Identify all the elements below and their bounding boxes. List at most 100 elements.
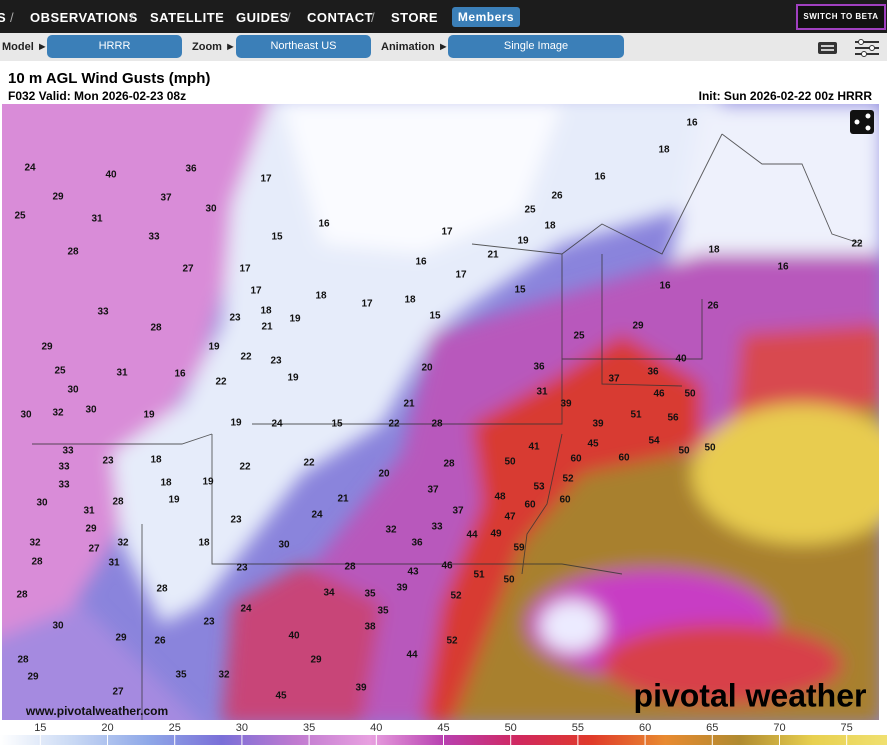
gust-label: 17 — [250, 286, 262, 297]
gust-label: 19 — [202, 477, 214, 488]
gust-label: 15 — [514, 285, 526, 296]
gust-label: 15 — [271, 232, 283, 243]
gust-label: 16 — [415, 257, 427, 268]
gust-label: 32 — [29, 538, 41, 549]
gust-label: 34 — [323, 588, 335, 599]
nav-item[interactable]: CONTACT — [287, 10, 373, 25]
share-button[interactable] — [850, 110, 874, 134]
colorbar-tick-label: 45 — [437, 722, 449, 734]
gust-label: 35 — [175, 670, 187, 681]
gust-label: 28 — [31, 557, 43, 568]
gust-label: 28 — [344, 562, 356, 573]
gust-label: 26 — [154, 636, 166, 647]
gust-label: 18 — [150, 455, 162, 466]
gust-label: 35 — [364, 589, 376, 600]
gust-label: 53 — [533, 482, 545, 493]
gust-label: 18 — [658, 145, 670, 156]
gust-label: 32 — [52, 408, 64, 419]
gust-label: 22 — [240, 352, 252, 363]
gust-label: 22 — [388, 419, 400, 430]
gust-label: 30 — [20, 410, 32, 421]
gust-label: 50 — [704, 443, 716, 454]
gust-label: 18 — [315, 291, 327, 302]
zoom-button[interactable]: Northeast US — [236, 35, 371, 58]
nav-item[interactable]: S — [0, 10, 7, 25]
control-label: Animation ► — [381, 41, 449, 53]
gust-label: 23 — [229, 313, 241, 324]
gust-label: 28 — [67, 247, 79, 258]
gust-label: 24 — [271, 419, 283, 430]
gust-label: 39 — [355, 683, 367, 694]
gust-label: 29 — [41, 342, 53, 353]
gust-label: 43 — [407, 567, 419, 578]
gust-label: 31 — [83, 506, 95, 517]
gust-label: 19 — [289, 314, 301, 325]
gust-label: 25 — [54, 366, 66, 377]
nav-item[interactable]: SATELLITE — [130, 10, 224, 25]
gust-label: 40 — [288, 631, 300, 642]
gust-label: 48 — [494, 492, 506, 503]
gust-label: 31 — [91, 214, 103, 225]
gust-label: 36 — [185, 164, 197, 175]
gust-label: 45 — [275, 691, 287, 702]
model-button[interactable]: HRRR — [47, 35, 182, 58]
gust-label: 19 — [287, 373, 299, 384]
members-button[interactable]: Members — [452, 7, 520, 27]
gust-label: 29 — [310, 655, 322, 666]
nav-bar: S OBSERVATIONS SATELLITE GUIDES CONTACT … — [0, 0, 887, 33]
gust-label: 51 — [630, 410, 642, 421]
gust-label: 60 — [618, 453, 630, 464]
gust-label: 22 — [215, 377, 227, 388]
gust-label: 60 — [524, 500, 536, 511]
gust-label: 16 — [659, 281, 671, 292]
gust-label: 18 — [708, 245, 720, 256]
colorbar: 15 20 25 30 35 40 45 50 55 60 65 70 75 — [0, 722, 887, 745]
gust-label: 33 — [148, 232, 160, 243]
animation-button[interactable]: Single Image — [448, 35, 624, 58]
gust-label: 50 — [678, 446, 690, 457]
nav-item[interactable]: GUIDES — [216, 10, 289, 25]
colorbar-tick-label: 25 — [169, 722, 181, 734]
gust-label: 50 — [504, 457, 516, 468]
gust-label: 21 — [403, 399, 415, 410]
gust-label: 41 — [528, 442, 540, 453]
gust-label: 38 — [364, 622, 376, 633]
gust-label: 31 — [536, 387, 548, 398]
beta-button[interactable]: SWITCH TO BETA — [796, 4, 886, 30]
gust-label: 15 — [331, 419, 343, 430]
gust-label: 26 — [707, 301, 719, 312]
gust-label: 28 — [112, 497, 124, 508]
nav-item[interactable]: OBSERVATIONS — [10, 10, 138, 25]
colorbar-tick-label: 30 — [236, 722, 248, 734]
valid-time: F032 Valid: Mon 2026-02-23 08z — [8, 89, 187, 103]
nav-item[interactable]: STORE — [371, 10, 438, 25]
gust-label: 22 — [851, 239, 863, 250]
gust-label: 26 — [551, 191, 563, 202]
gust-label: 29 — [27, 672, 39, 683]
controls-bar: Model ► HRRR Zoom ► Northeast US Animati… — [0, 33, 887, 61]
gust-label: 29 — [632, 321, 644, 332]
gust-label: 37 — [427, 485, 439, 496]
map-title: 10 m AGL Wind Gusts (mph) — [8, 70, 211, 87]
gust-label: 32 — [218, 670, 230, 681]
colorbar-tick-label: 20 — [101, 722, 113, 734]
gust-label: 31 — [116, 368, 128, 379]
gust-label: 18 — [544, 221, 556, 232]
logo: pivotal weather — [634, 677, 867, 713]
gust-label: 60 — [570, 454, 582, 465]
gust-label: 36 — [533, 362, 545, 373]
gust-label: 23 — [102, 456, 114, 467]
gust-label: 20 — [421, 363, 433, 374]
gust-label: 19 — [208, 342, 220, 353]
gust-label: 52 — [446, 636, 458, 647]
gust-label: 39 — [396, 583, 408, 594]
gust-label: 40 — [675, 354, 687, 365]
gust-label: 45 — [587, 439, 599, 450]
gust-label: 28 — [443, 459, 455, 470]
gust-label: 54 — [648, 436, 660, 447]
control-icons[interactable] — [817, 39, 883, 57]
gust-label: 60 — [559, 495, 571, 506]
gust-label: 19 — [230, 418, 242, 429]
gust-label: 47 — [504, 512, 516, 523]
